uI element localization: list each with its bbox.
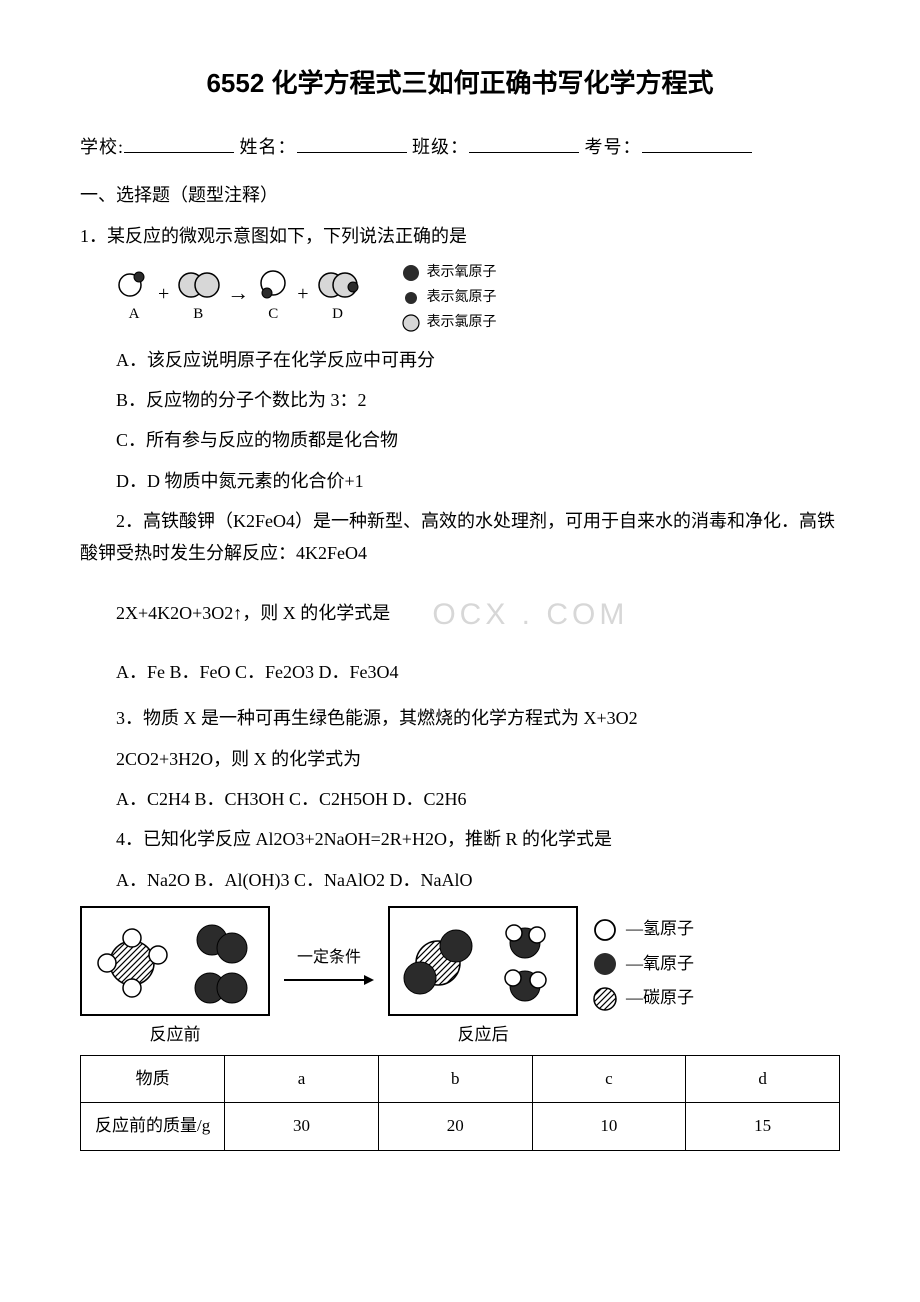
plus-icon: +: [158, 276, 169, 312]
reaction-arrow: 一定条件: [284, 944, 374, 987]
row1-c: 10: [532, 1103, 686, 1151]
arrow-icon: →: [227, 273, 249, 313]
legend-nitrogen: 表示氮原子: [427, 285, 497, 310]
class-label: 班级：: [412, 137, 469, 157]
after-molecules-icon: [390, 908, 580, 1018]
q4-options: A．Na2O B．Al(OH)3 C．NaAlO2 D．NaAlO: [80, 864, 840, 896]
q1-molecule-c-icon: [255, 267, 291, 299]
after-box: [388, 906, 578, 1016]
row1-d: 15: [686, 1103, 840, 1151]
q2-equation: 2X+4K2O+3O2↑，则 X 的化学式是: [80, 597, 390, 629]
q1-label-d: D: [332, 301, 343, 328]
section-1-title: 一、选择题（题型注释）: [80, 179, 840, 211]
table-header-b: b: [378, 1055, 532, 1103]
q3-options: A．C2H4 B．CH3OH C．C2H5OH D．C2H6: [80, 783, 840, 815]
before-molecules-icon: [82, 908, 272, 1018]
class-blank: [469, 133, 579, 153]
q1-label-c: C: [268, 301, 278, 328]
q3-equation: 2CO2+3H2O，则 X 的化学式为: [80, 743, 840, 775]
table-row: 反应前的质量/g 30 20 10 15: [81, 1103, 840, 1151]
before-box: [80, 906, 270, 1016]
q1-label-a: A: [129, 301, 140, 328]
before-label: 反应前: [80, 1020, 270, 1051]
legend-oxygen-2: —氧原子: [626, 949, 694, 980]
long-arrow-icon: [284, 973, 374, 987]
chlorine-atom-icon: [401, 313, 421, 333]
plus-icon-2: +: [297, 276, 308, 312]
school-label: 学校:: [80, 137, 124, 157]
table-header-a: a: [225, 1055, 379, 1103]
q5-legend: —氢原子 —氧原子 —碳原子: [592, 914, 694, 1018]
q4-stem: 4．已知化学反应 Al2O3+2NaOH=2R+H2O，推断 R 的化学式是: [80, 823, 840, 855]
oxygen-atom-icon-2: [592, 951, 618, 977]
q5-diagram: 反应前 一定条件 反应后: [80, 906, 840, 1051]
q2-equation-line: 2X+4K2O+3O2↑，则 X 的化学式是 OCX . COM: [80, 586, 622, 640]
name-blank: [297, 133, 407, 153]
examno-blank: [642, 133, 752, 153]
row1-label: 反应前的质量/g: [81, 1103, 225, 1151]
q1-option-d: D．D 物质中氮元素的化合价+1: [80, 465, 840, 497]
legend-carbon: —碳原子: [626, 983, 694, 1014]
q1-stem: 1．某反应的微观示意图如下，下列说法正确的是: [80, 220, 840, 252]
hydrogen-atom-icon: [592, 917, 618, 943]
table-row: 物质 a b c d: [81, 1055, 840, 1103]
table-header-c: c: [532, 1055, 686, 1103]
q1-molecule-a-icon: [116, 267, 152, 299]
q1-option-c: C．所有参与反应的物质都是化合物: [80, 424, 840, 456]
legend-oxygen: 表示氧原子: [427, 260, 497, 285]
oxygen-atom-icon: [401, 263, 421, 283]
table-header-substance: 物质: [81, 1055, 225, 1103]
page-title: 6552 化学方程式三如何正确书写化学方程式: [80, 60, 840, 107]
q1-legend: 表示氧原子 表示氮原子 表示氯原子: [401, 260, 497, 336]
student-info-line: 学校: 姓名： 班级： 考号：: [80, 131, 840, 163]
q1-molecule-b-icon: [175, 267, 221, 299]
q1-option-b: B．反应物的分子个数比为 3：2: [80, 384, 840, 416]
nitrogen-atom-icon: [401, 288, 421, 308]
q2-stem: 2．高铁酸钾（K2FeO4）是一种新型、高效的水处理剂，可用于自来水的消毒和净化…: [80, 505, 840, 570]
carbon-atom-icon: [592, 986, 618, 1012]
row1-a: 30: [225, 1103, 379, 1151]
q1-label-b: B: [193, 301, 203, 328]
name-label: 姓名：: [240, 137, 297, 157]
row1-b: 20: [378, 1103, 532, 1151]
q1-option-a: A．该反应说明原子在化学反应中可再分: [80, 344, 840, 376]
q2-options: A．Fe B．FeO C．Fe2O3 D．Fe3O4: [80, 656, 840, 688]
q1-diagram: A + B → C + D: [116, 260, 840, 336]
arrow-condition: 一定条件: [297, 944, 361, 973]
after-label: 反应后: [388, 1020, 578, 1051]
q3-stem: 3．物质 X 是一种可再生绿色能源，其燃烧的化学方程式为 X+3O2: [80, 702, 840, 734]
legend-hydrogen: —氢原子: [626, 914, 694, 945]
watermark-text: OCX . COM: [396, 588, 628, 642]
table-header-d: d: [686, 1055, 840, 1103]
school-blank: [124, 133, 234, 153]
examno-label: 考号：: [585, 137, 642, 157]
mass-table: 物质 a b c d 反应前的质量/g 30 20 10 15: [80, 1055, 840, 1151]
q1-molecule-d-icon: [315, 267, 361, 299]
legend-chlorine: 表示氯原子: [427, 310, 497, 335]
